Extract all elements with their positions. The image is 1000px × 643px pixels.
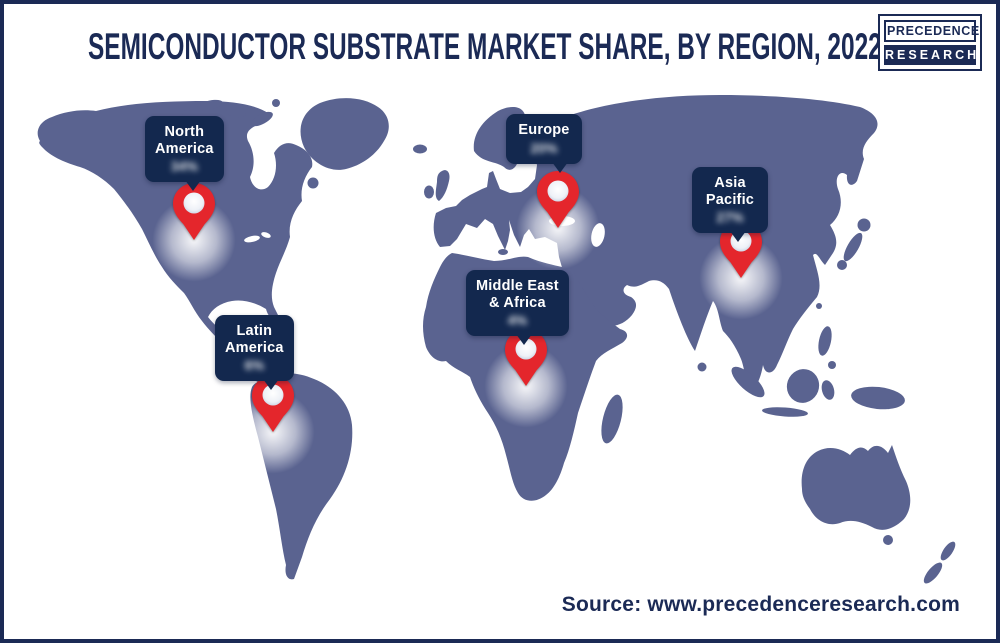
continent-australia <box>801 445 911 530</box>
region-label: Middle East <box>476 278 559 294</box>
island-madagascar <box>601 394 623 444</box>
region-value-obscured: 4% <box>507 313 528 329</box>
continent-greenland <box>300 98 389 170</box>
region-value-obscured: 34% <box>170 159 198 175</box>
logo-line-precedence: PRECEDENCE <box>884 20 979 42</box>
tooltip-tail <box>263 379 279 391</box>
map-pin-europe <box>537 171 579 228</box>
precedence-research-logo: PRECEDENCE RESEARCH <box>878 14 982 71</box>
tooltip-tail <box>730 231 746 243</box>
region-label: North <box>164 124 205 140</box>
tooltip-north-america: North America 34% <box>145 116 224 192</box>
tooltip-tail <box>552 161 568 173</box>
region-label: & Africa <box>489 294 546 311</box>
tooltip-tail <box>516 334 532 346</box>
map-islands-europe <box>413 144 450 201</box>
region-label: Pacific <box>705 191 755 208</box>
logo-line-research: RESEARCH <box>884 45 976 65</box>
region-value-obscured: 27% <box>716 210 744 226</box>
island-sicily <box>498 249 508 255</box>
source-attribution: Source: www.precedenceresearch.com <box>561 593 960 616</box>
map-islands-east-asia <box>697 218 871 372</box>
region-value-obscured: 20% <box>530 140 558 156</box>
region-label: America <box>225 339 284 356</box>
region-label: Europe <box>518 122 570 138</box>
map-islands-oceania <box>883 535 956 584</box>
tooltip-middle-east-africa: Middle East & Africa 4% <box>466 270 569 346</box>
tooltip-latin-america: Latin America 6% <box>215 315 294 391</box>
tooltip-europe: Europe 20% <box>506 114 582 173</box>
map-islands-southeast-asia <box>731 326 905 417</box>
region-label: America <box>155 140 214 157</box>
tooltip-tail <box>185 180 201 192</box>
region-value-obscured: 6% <box>244 358 265 374</box>
region-label: Asia <box>714 175 746 191</box>
region-label: Latin <box>236 323 273 339</box>
page-title: SEMICONDUCTOR SUBSTRATE MARKET SHARE, BY… <box>88 26 927 67</box>
tooltip-asia-pacific: Asia Pacific 27% <box>692 167 768 243</box>
continent-eurasia <box>433 95 878 391</box>
